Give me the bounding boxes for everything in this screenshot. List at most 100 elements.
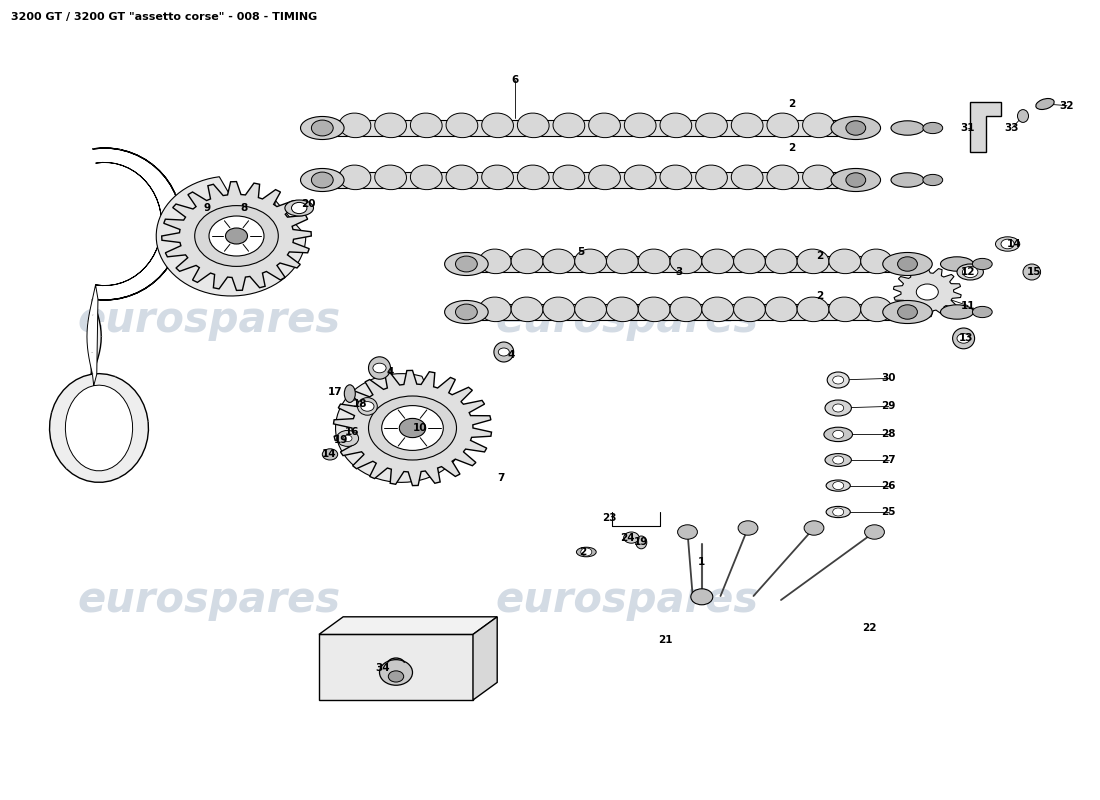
Text: 2: 2 [816,291,823,301]
Text: 34: 34 [375,663,390,673]
Circle shape [455,304,477,320]
Ellipse shape [410,113,442,138]
Circle shape [382,406,443,450]
Bar [319,634,473,700]
Polygon shape [336,374,468,482]
Ellipse shape [767,165,799,190]
Ellipse shape [829,297,860,322]
Circle shape [898,257,917,271]
Text: 8: 8 [241,203,248,213]
Polygon shape [50,148,182,482]
Text: eurospares: eurospares [495,299,759,341]
Ellipse shape [923,174,943,186]
Text: 4: 4 [508,350,515,360]
Ellipse shape [832,169,881,191]
Text: 22: 22 [861,623,877,633]
Text: 14: 14 [1006,239,1022,249]
Text: 10: 10 [412,423,428,433]
Ellipse shape [891,173,924,187]
Ellipse shape [300,169,344,191]
Ellipse shape [300,117,344,139]
Text: 14: 14 [321,450,337,459]
Circle shape [846,121,866,135]
Ellipse shape [732,165,763,190]
Circle shape [368,396,456,460]
Ellipse shape [825,400,851,416]
Circle shape [343,435,352,442]
Text: 24: 24 [619,533,635,542]
Circle shape [498,348,509,356]
Text: 1: 1 [698,557,705,566]
Ellipse shape [734,249,766,274]
Circle shape [678,525,697,539]
Ellipse shape [512,249,543,274]
Ellipse shape [827,372,849,388]
Ellipse shape [375,113,407,138]
Text: 13: 13 [958,334,974,343]
Polygon shape [162,182,311,290]
Circle shape [898,305,917,319]
Ellipse shape [891,121,924,135]
Circle shape [373,363,386,373]
Circle shape [833,376,844,384]
Ellipse shape [660,113,692,138]
Ellipse shape [638,297,670,322]
Ellipse shape [375,165,407,190]
Ellipse shape [444,301,488,323]
Circle shape [226,228,248,244]
Circle shape [691,589,713,605]
Text: 25: 25 [881,507,896,517]
Text: 9: 9 [204,203,210,213]
Ellipse shape [388,671,404,682]
Ellipse shape [512,297,543,322]
Ellipse shape [940,305,974,319]
Text: 2: 2 [789,99,795,109]
Polygon shape [156,177,306,296]
Text: 17: 17 [328,387,343,397]
Ellipse shape [625,165,656,190]
Ellipse shape [606,249,638,274]
Text: 7: 7 [497,474,504,483]
Text: 4: 4 [387,367,394,377]
Ellipse shape [803,165,835,190]
Ellipse shape [322,449,338,460]
Circle shape [957,334,970,343]
Ellipse shape [588,113,620,138]
Ellipse shape [625,113,656,138]
Ellipse shape [517,113,549,138]
Circle shape [833,430,844,438]
Ellipse shape [446,165,477,190]
Circle shape [846,173,866,187]
Ellipse shape [1023,264,1041,280]
Text: 19: 19 [333,435,349,445]
Circle shape [738,521,758,535]
Text: 6: 6 [512,75,518,85]
Ellipse shape [1036,98,1054,110]
Text: eurospares: eurospares [495,579,759,621]
Ellipse shape [957,264,983,280]
Ellipse shape [695,165,727,190]
Circle shape [624,532,639,543]
Polygon shape [319,617,497,634]
Ellipse shape [543,249,574,274]
Bar [473,256,902,272]
Ellipse shape [379,660,412,686]
Text: 3200 GT / 3200 GT "assetto corse" - 008 - TIMING: 3200 GT / 3200 GT "assetto corse" - 008 … [11,12,317,22]
Ellipse shape [940,257,974,271]
Ellipse shape [695,113,727,138]
Text: 18: 18 [352,399,367,409]
Text: 31: 31 [960,123,976,133]
Ellipse shape [702,297,734,322]
Text: 12: 12 [960,267,976,277]
Circle shape [292,202,307,214]
Ellipse shape [285,200,314,216]
Ellipse shape [588,165,620,190]
Circle shape [865,525,884,539]
Ellipse shape [860,297,892,322]
Circle shape [833,482,844,490]
Circle shape [833,404,844,412]
Ellipse shape [734,297,766,322]
Text: 2: 2 [816,251,823,261]
Text: 30: 30 [881,374,896,383]
Ellipse shape [410,165,442,190]
